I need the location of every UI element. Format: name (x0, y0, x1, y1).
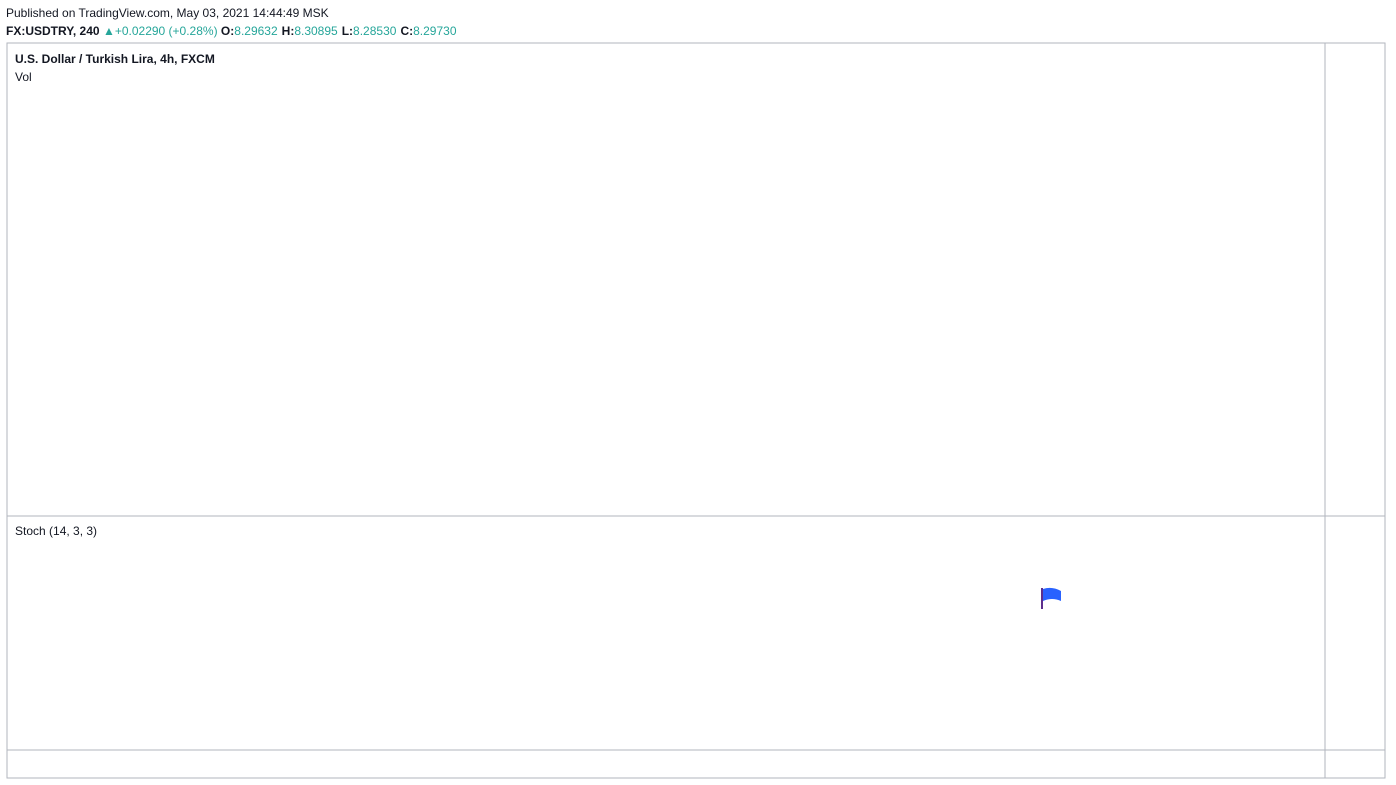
arrow: ▲ (102, 24, 115, 38)
ohlc: O:8.29632 H:8.30895 L:8.28530 C:8.29730 (221, 24, 461, 38)
ohlc-label: C: (400, 24, 414, 38)
change: +0.02290 (+0.28%) (114, 24, 218, 38)
chart-title: U.S. Dollar / Turkish Lira, 4h, FXCM (15, 52, 215, 66)
ohlc-value: 8.28530 (353, 24, 397, 38)
ohlc-label: L: (341, 24, 354, 38)
symbol: FX:USDTRY, 240 (6, 24, 100, 38)
ohlc-value: 8.30895 (294, 24, 338, 38)
symbol-line: FX:USDTRY, 240 ▲+0.02290 (+0.28%) O:8.29… (6, 22, 461, 40)
ohlc-value: 8.29730 (413, 24, 457, 38)
stoch-title: Stoch (14, 3, 3) (15, 524, 97, 538)
flag-icon (1041, 587, 1061, 609)
volume-label: Vol (15, 70, 32, 84)
ohlc-label: O: (220, 24, 235, 38)
frame (6, 42, 1386, 779)
ohlc-value: 8.29632 (234, 24, 278, 38)
ohlc-label: H: (281, 24, 295, 38)
published: Published on TradingView.com, May 03, 20… (6, 6, 329, 20)
header: Published on TradingView.com, May 03, 20… (6, 4, 461, 40)
